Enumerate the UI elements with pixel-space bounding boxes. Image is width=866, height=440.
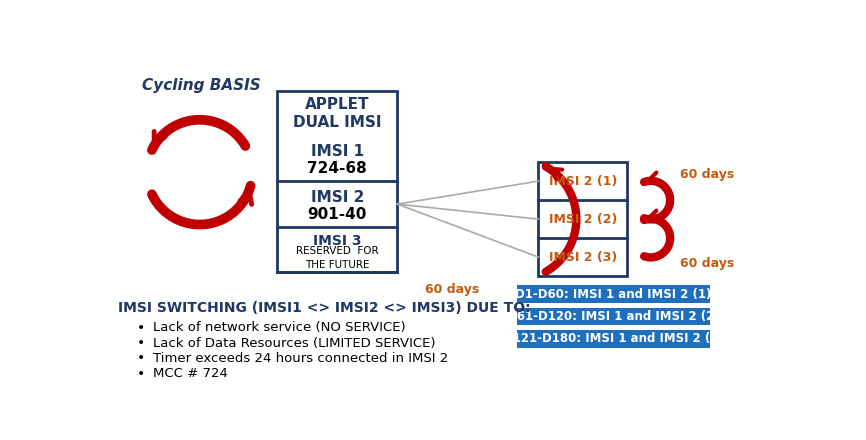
Text: IMSI 3: IMSI 3 — [313, 235, 361, 248]
Text: 60 days: 60 days — [680, 169, 734, 181]
Text: D121-D180: IMSI 1 and IMSI 2 (3): D121-D180: IMSI 1 and IMSI 2 (3) — [503, 332, 724, 345]
Text: 60 days: 60 days — [425, 283, 480, 297]
Text: Timer exceeds 24 hours connected in IMSI 2: Timer exceeds 24 hours connected in IMSI… — [153, 352, 449, 365]
Text: •: • — [137, 321, 145, 335]
FancyBboxPatch shape — [517, 285, 710, 303]
Text: D61-D120: IMSI 1 and IMSI 2 (2): D61-D120: IMSI 1 and IMSI 2 (2) — [507, 310, 720, 323]
Text: IMSI 1: IMSI 1 — [311, 144, 364, 159]
Text: Lack of network service (NO SERVICE): Lack of network service (NO SERVICE) — [153, 321, 406, 334]
FancyBboxPatch shape — [539, 162, 628, 276]
Text: 60 days: 60 days — [680, 257, 734, 270]
Text: •: • — [137, 336, 145, 350]
Text: Lack of Data Resources (LIMITED SERVICE): Lack of Data Resources (LIMITED SERVICE) — [153, 337, 436, 350]
Text: Cycling BASIS: Cycling BASIS — [142, 77, 261, 93]
FancyBboxPatch shape — [517, 308, 710, 326]
Text: •: • — [137, 367, 145, 381]
Text: 901-40: 901-40 — [307, 207, 367, 222]
Text: RESERVED  FOR
THE FUTURE: RESERVED FOR THE FUTURE — [296, 246, 378, 270]
Text: 724-68: 724-68 — [307, 161, 367, 176]
Text: •: • — [137, 352, 145, 366]
Text: IMSI SWITCHING (IMSI1 <> IMSI2 <> IMSI3) DUE TO:: IMSI SWITCHING (IMSI1 <> IMSI2 <> IMSI3)… — [118, 301, 530, 315]
Text: IMSI 2 (2): IMSI 2 (2) — [549, 213, 617, 226]
Text: IMSI 2 (3): IMSI 2 (3) — [549, 251, 617, 264]
FancyBboxPatch shape — [277, 91, 397, 272]
Text: MCC # 724: MCC # 724 — [153, 367, 228, 381]
Text: APPLET
DUAL IMSI: APPLET DUAL IMSI — [293, 97, 382, 130]
Text: D1-D60: IMSI 1 and IMSI 2 (1): D1-D60: IMSI 1 and IMSI 2 (1) — [515, 288, 712, 301]
Text: IMSI 2 (1): IMSI 2 (1) — [549, 175, 617, 187]
FancyBboxPatch shape — [517, 330, 710, 348]
Text: IMSI 2: IMSI 2 — [311, 190, 364, 205]
